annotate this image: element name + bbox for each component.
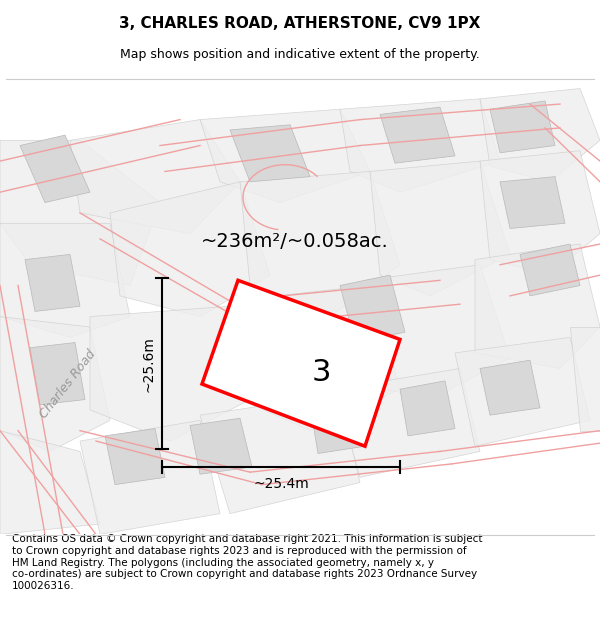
Polygon shape (0, 431, 100, 534)
Polygon shape (365, 265, 510, 399)
Polygon shape (340, 275, 405, 342)
Polygon shape (0, 223, 130, 338)
Polygon shape (310, 398, 365, 454)
Polygon shape (380, 107, 455, 163)
Polygon shape (190, 418, 252, 474)
Polygon shape (0, 141, 160, 286)
Polygon shape (475, 244, 600, 369)
Polygon shape (520, 244, 580, 296)
Polygon shape (480, 89, 600, 182)
Text: 3, CHARLES ROAD, ATHERSTONE, CV9 1PX: 3, CHARLES ROAD, ATHERSTONE, CV9 1PX (119, 16, 481, 31)
Polygon shape (570, 327, 600, 431)
Polygon shape (110, 182, 270, 317)
Polygon shape (290, 327, 355, 389)
Polygon shape (70, 119, 240, 234)
Polygon shape (490, 101, 555, 152)
Text: ~25.4m: ~25.4m (253, 477, 309, 491)
Polygon shape (455, 338, 590, 446)
Polygon shape (90, 306, 250, 441)
Polygon shape (230, 286, 400, 431)
Polygon shape (230, 125, 310, 182)
Polygon shape (335, 369, 480, 478)
Polygon shape (480, 360, 540, 415)
Polygon shape (105, 429, 165, 484)
Polygon shape (80, 420, 220, 534)
Polygon shape (400, 381, 455, 436)
Polygon shape (370, 161, 510, 296)
Polygon shape (340, 99, 500, 192)
Polygon shape (0, 317, 110, 451)
Polygon shape (20, 135, 90, 202)
Polygon shape (202, 281, 400, 446)
Text: Map shows position and indicative extent of the property.: Map shows position and indicative extent… (120, 48, 480, 61)
Polygon shape (25, 254, 80, 311)
Polygon shape (240, 171, 400, 317)
Text: 3: 3 (311, 358, 331, 387)
Polygon shape (480, 151, 600, 275)
Text: ~25.6m: ~25.6m (141, 336, 155, 392)
Text: Charles Road: Charles Road (37, 348, 98, 421)
Polygon shape (30, 342, 85, 405)
Text: ~236m²/~0.058ac.: ~236m²/~0.058ac. (201, 232, 389, 251)
Polygon shape (200, 109, 370, 202)
Text: Contains OS data © Crown copyright and database right 2021. This information is : Contains OS data © Crown copyright and d… (12, 534, 482, 591)
Polygon shape (500, 177, 565, 229)
Polygon shape (200, 394, 360, 514)
